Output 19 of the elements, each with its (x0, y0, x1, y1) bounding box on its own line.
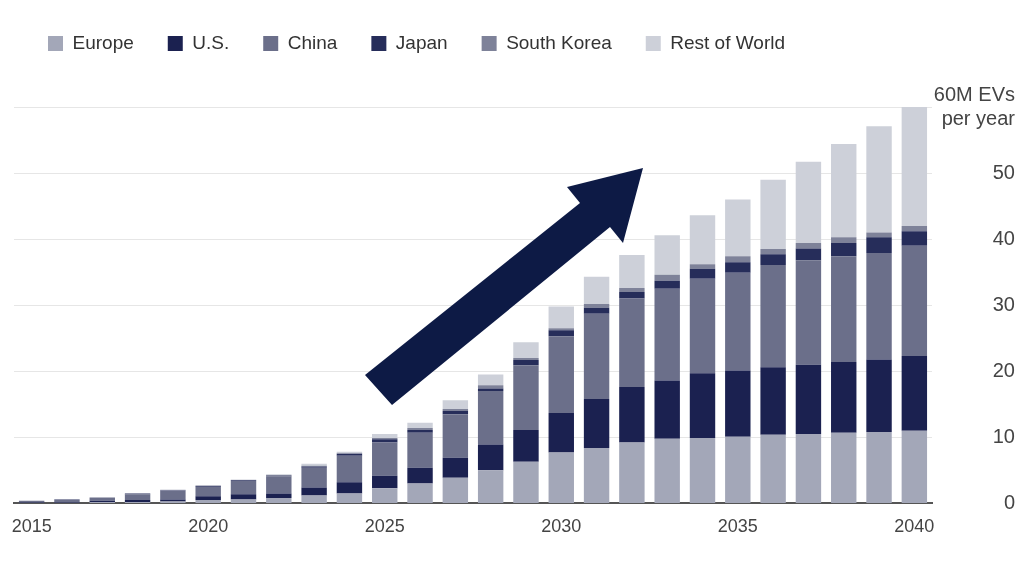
x-tick-label: 2025 (364, 516, 405, 537)
legend-label: South Korea (506, 31, 613, 53)
y-tick-label: 40 (992, 226, 1015, 249)
x-tick-label: 2030 (541, 516, 582, 537)
x-tick-label: 2020 (188, 516, 229, 537)
y-tick-label: 20 (992, 358, 1015, 381)
x-tick-label: 2035 (717, 516, 758, 537)
y-tick-label: 0 (1003, 490, 1015, 513)
y-tick-label: 10 (992, 424, 1015, 447)
y-tick-label: 50 (992, 160, 1015, 183)
x-tick-label: 2040 (894, 516, 935, 537)
legend-label: China (287, 31, 338, 53)
legend-label: Japan (395, 31, 448, 53)
legend-label: U.S. (192, 31, 230, 53)
legend-label: Rest of World (670, 31, 786, 53)
y-tick-label: 60M EVs per year (933, 82, 1016, 129)
y-tick-label: 30 (992, 292, 1015, 315)
legend-label: Europe (72, 31, 134, 53)
x-tick-label: 2015 (11, 516, 52, 537)
